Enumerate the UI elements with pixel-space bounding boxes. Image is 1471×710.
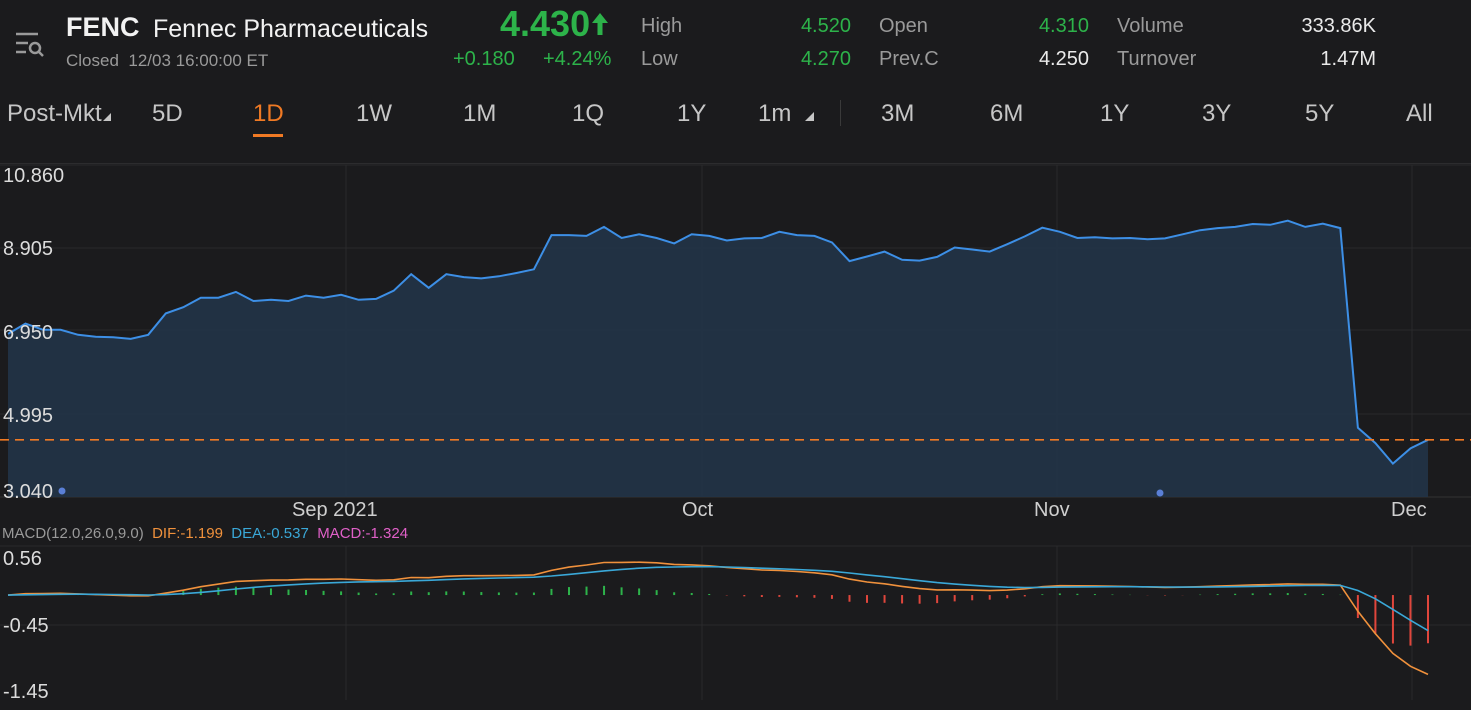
- tab-5y[interactable]: 5Y: [1305, 100, 1335, 127]
- company-name: Fennec Pharmaceuticals: [153, 15, 429, 43]
- volume-value: 333.86K: [1301, 15, 1376, 37]
- period-tabs: Post-Mkt 5D 1D 1W 1M 1Q 1Y 1m 3M 6M 1Y 3…: [0, 92, 1471, 140]
- last-price: 4.430: [500, 3, 610, 45]
- open-label: Open: [879, 15, 928, 37]
- tab-5d[interactable]: 5D: [152, 100, 183, 127]
- low-value: 4.270: [800, 48, 851, 70]
- macd-params: MACD(12.0,26.0,9.0): [2, 525, 144, 542]
- status-text: Closed: [66, 51, 119, 70]
- y-tick-label: 3.040: [3, 481, 54, 503]
- tab-6m[interactable]: 6M: [990, 100, 1024, 127]
- high-label: High: [641, 15, 683, 37]
- turnover-label: Turnover: [1117, 48, 1197, 70]
- low-label: Low: [641, 48, 678, 70]
- open-value: 4.310: [1038, 15, 1089, 37]
- corner-triangle-icon: [805, 112, 815, 121]
- tab-1y[interactable]: 1Y: [677, 100, 707, 127]
- event-marker: [58, 487, 66, 495]
- price-line: [7, 219, 1429, 466]
- chart-top-border: [0, 163, 1471, 164]
- tab-1m-interval[interactable]: 1m: [758, 100, 815, 128]
- status-datetime: 12/03 16:00:00 ET: [128, 51, 269, 70]
- x-tick-label: Nov: [1034, 499, 1070, 521]
- price-value: 4.430: [500, 3, 591, 44]
- tab-3m[interactable]: 3M: [881, 100, 915, 127]
- ticker-symbol: FENC: [66, 12, 140, 42]
- tab-3y[interactable]: 3Y: [1202, 100, 1232, 127]
- tab-all[interactable]: All: [1406, 100, 1433, 127]
- prevc-value: 4.250: [1038, 48, 1089, 70]
- list-search-icon[interactable]: [14, 30, 46, 60]
- dif-value: DIF:-1.199: [152, 525, 223, 542]
- tab-1m[interactable]: 1M: [463, 100, 497, 127]
- volume-label: Volume: [1117, 15, 1184, 37]
- tab-1y-range[interactable]: 1Y: [1100, 100, 1130, 127]
- macd-y-tick: -0.45: [3, 615, 49, 637]
- dea-value: DEA:-0.537: [231, 525, 309, 542]
- tab-1q[interactable]: 1Q: [572, 100, 605, 127]
- y-tick-label: 8.905: [3, 238, 54, 260]
- tab-1w[interactable]: 1W: [356, 100, 392, 127]
- prevc-label: Prev.C: [879, 48, 939, 70]
- tab-1d[interactable]: 1D: [253, 100, 284, 127]
- y-tick-label: 10.860: [3, 165, 65, 187]
- corner-triangle-icon: [102, 113, 111, 121]
- arrow-up-icon: [592, 13, 609, 35]
- event-marker: [1156, 489, 1164, 497]
- tab-post-mkt[interactable]: Post-Mkt: [7, 100, 111, 128]
- x-tick-label: Dec: [1391, 499, 1427, 521]
- y-tick-label: 6.950: [3, 322, 54, 344]
- macd-y-tick: -1.45: [3, 681, 49, 703]
- price-change-pct: +4.24%: [543, 48, 612, 70]
- market-status: Closed 12/03 16:00:00 ET: [66, 51, 268, 71]
- macd-y-tick: 0.56: [3, 548, 42, 570]
- x-tick-label: Oct: [682, 499, 714, 521]
- active-tab-indicator: [253, 134, 283, 137]
- tab-divider: [840, 100, 841, 126]
- high-value: 4.520: [800, 15, 851, 37]
- macd-legend: MACD(12.0,26.0,9.0) DIF:-1.199 DEA:-0.53…: [2, 525, 408, 542]
- x-tick-label: Sep 2021: [292, 499, 378, 521]
- price-area: [8, 220, 1428, 497]
- y-tick-label: 4.995: [3, 405, 54, 427]
- turnover-value: 1.47M: [1320, 48, 1376, 70]
- dea-line: [7, 565, 1429, 632]
- dif-line: [7, 561, 1429, 676]
- price-change: +0.180: [453, 48, 515, 70]
- macd-value: MACD:-1.324: [317, 525, 409, 542]
